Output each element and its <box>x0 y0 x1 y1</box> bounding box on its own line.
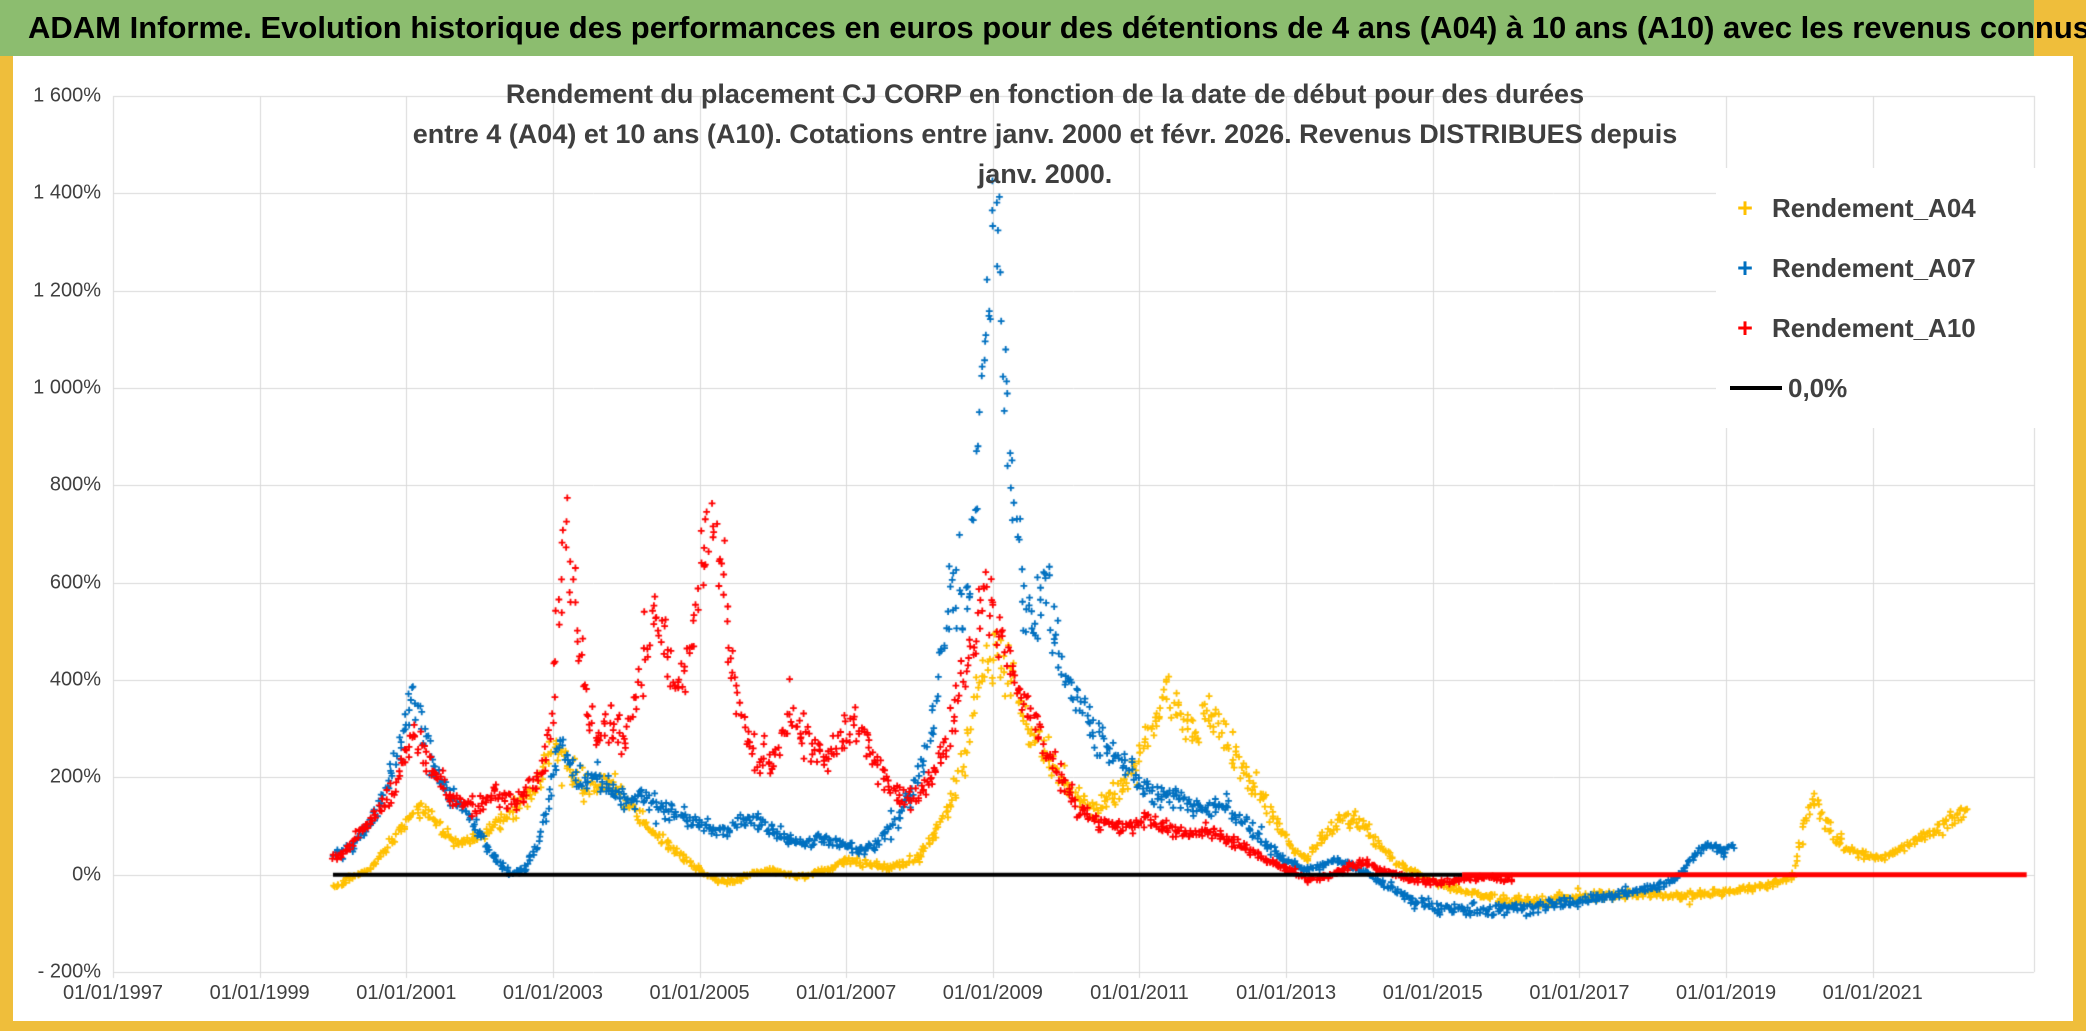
plus-marker-icon: + <box>1737 312 1753 343</box>
legend-item-a07: + Rendement_A07 <box>1728 238 2046 298</box>
plus-marker-icon: + <box>1737 252 1753 283</box>
legend-label-a10: Rendement_A10 <box>1772 312 1976 343</box>
header-bar: ADAM Informe. Evolution historique des p… <box>0 0 2086 56</box>
legend-item-a04: + Rendement_A04 <box>1728 178 2046 238</box>
legend-item-zero-line: 0,0% <box>1728 358 2046 418</box>
legend-label-a07: Rendement_A07 <box>1772 252 1976 283</box>
plot-title-line2: entre 4 (A04) et 10 ans (A10). Cotations… <box>412 119 1678 189</box>
page-title: ADAM Informe. Evolution historique des p… <box>28 10 2086 45</box>
legend-label-a04: Rendement_A04 <box>1772 192 1976 223</box>
legend-item-a10: + Rendement_A10 <box>1728 298 2046 358</box>
zero-line-icon <box>1730 386 1782 390</box>
legend: + Rendement_A04 + Rendement_A07 + Rendem… <box>1716 168 2046 428</box>
plus-marker-icon: + <box>1737 192 1753 223</box>
plot-title-line1: Rendement du placement CJ CORP en foncti… <box>505 79 1585 109</box>
plot-title: Rendement du placement CJ CORP en foncti… <box>400 74 1690 194</box>
legend-label-zero: 0,0% <box>1788 372 1848 403</box>
